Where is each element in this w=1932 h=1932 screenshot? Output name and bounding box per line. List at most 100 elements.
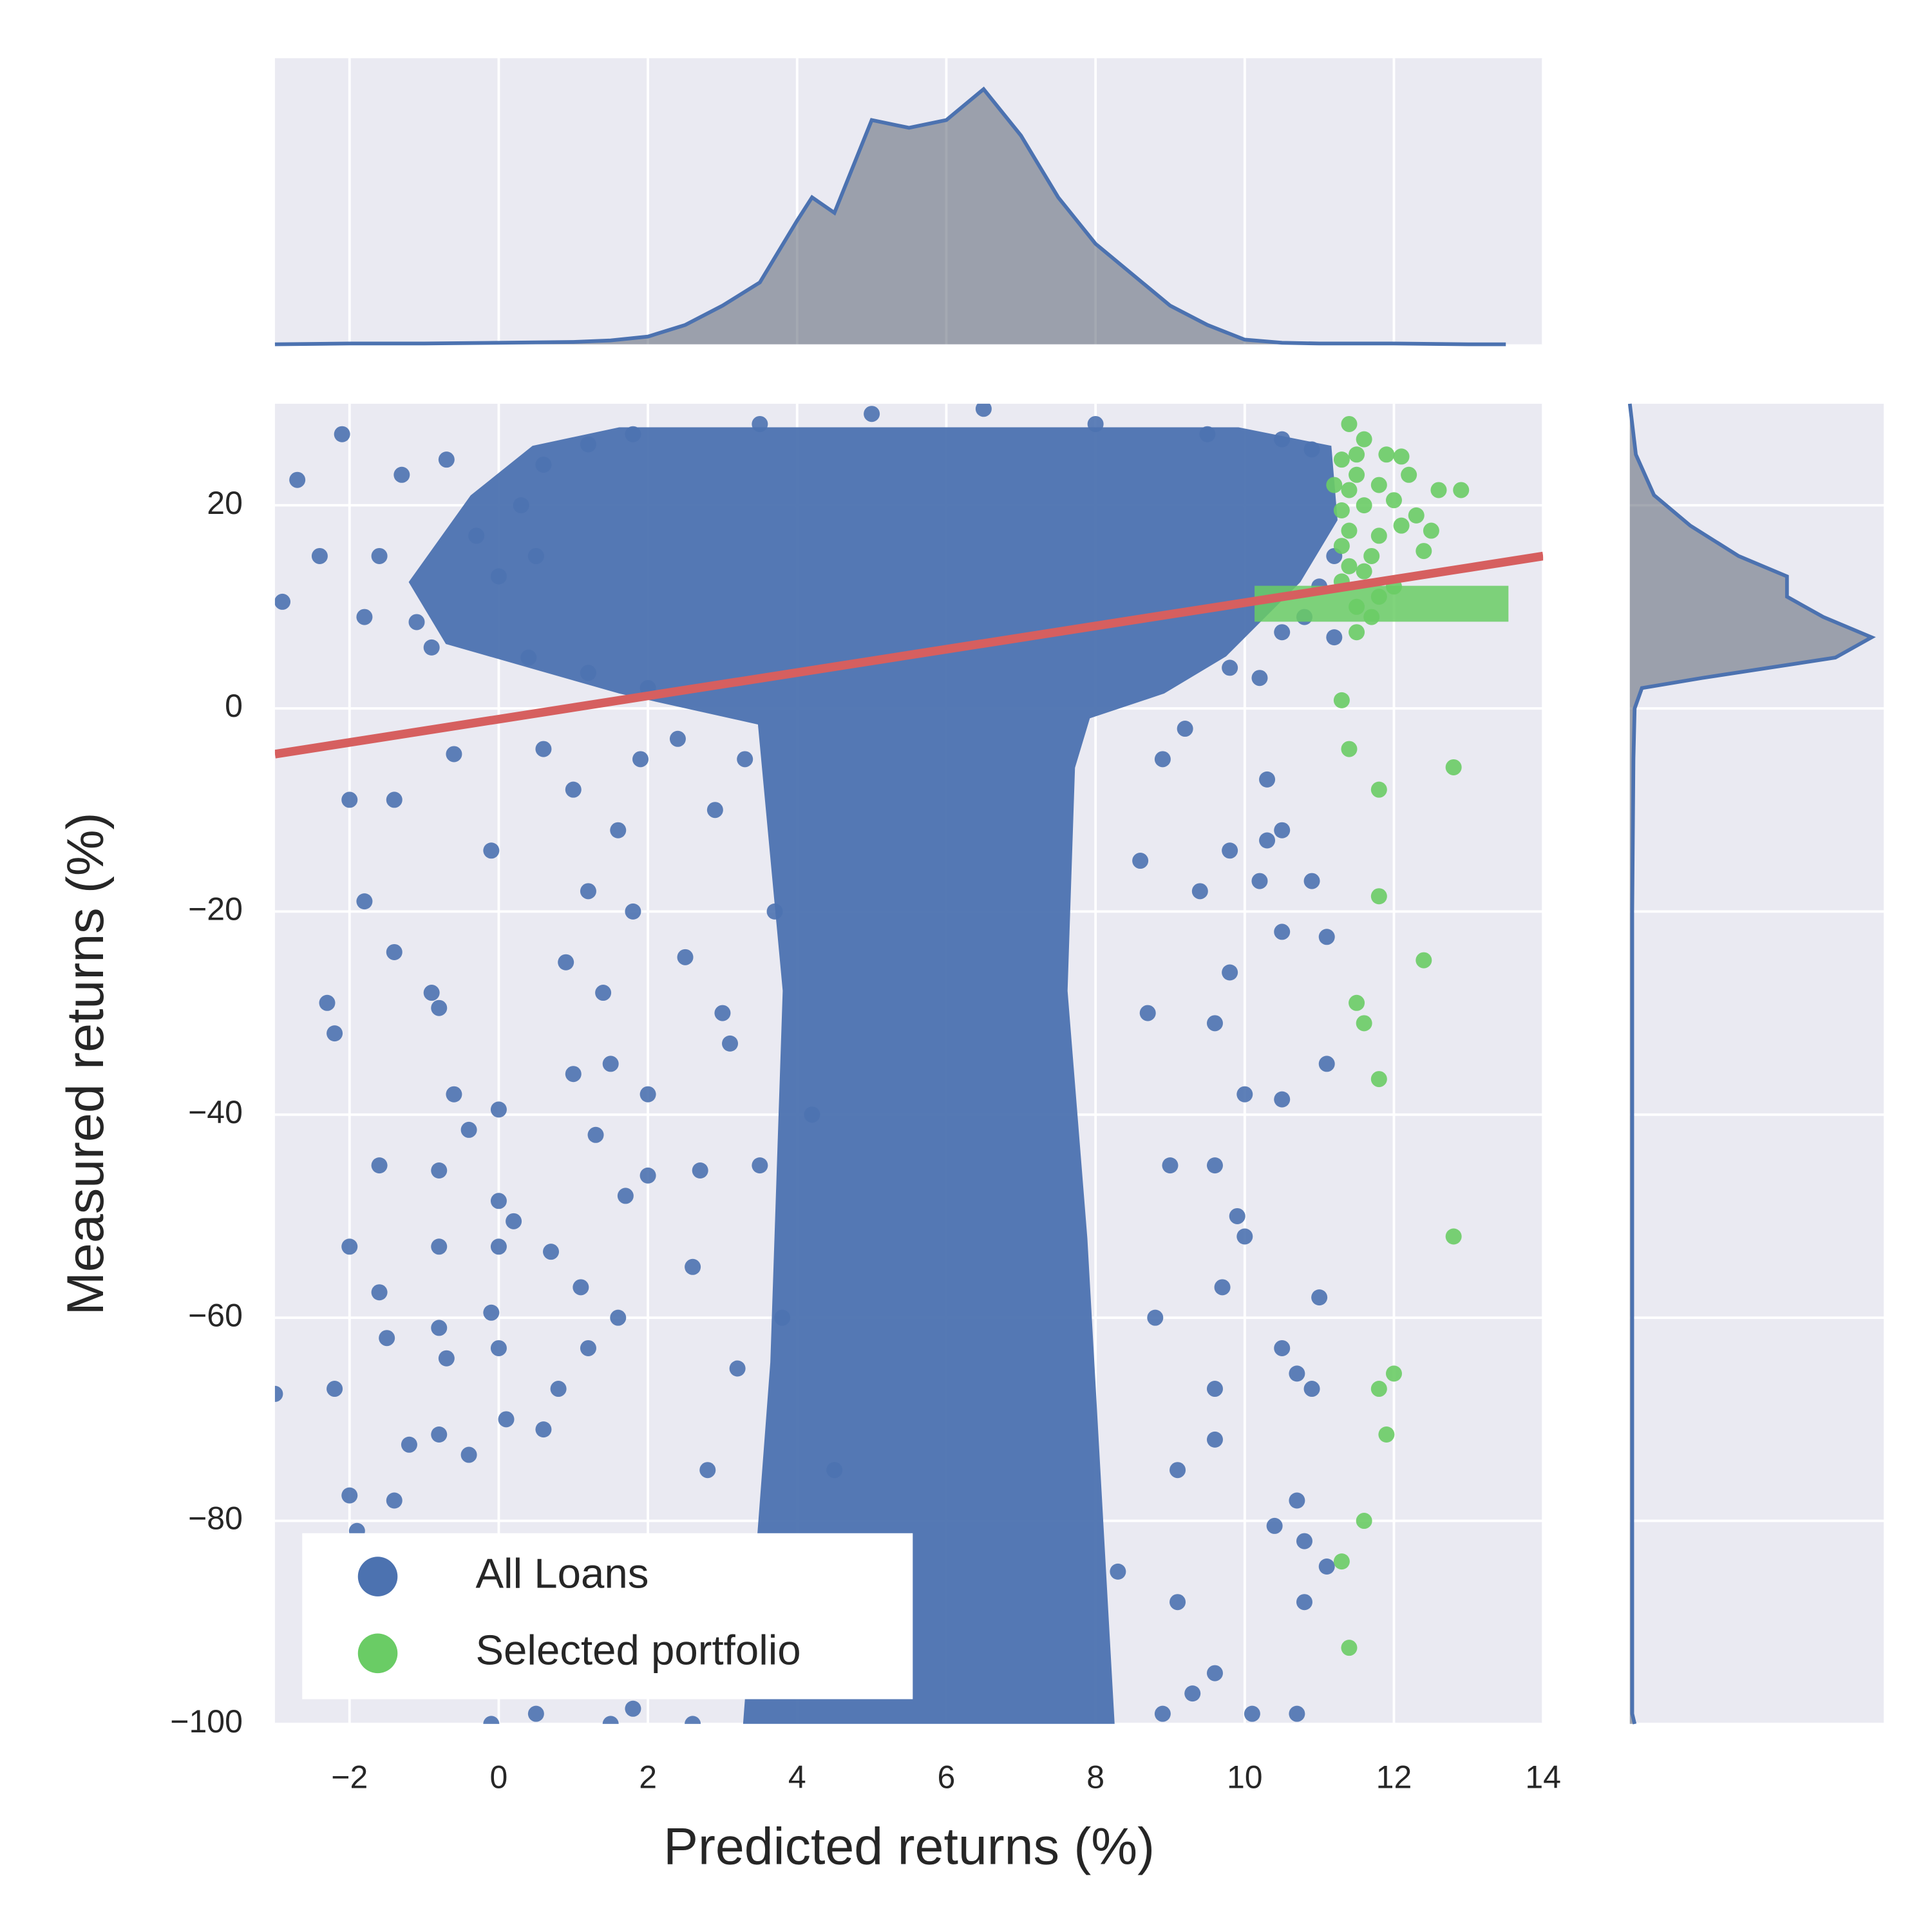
point xyxy=(1341,522,1358,539)
point xyxy=(729,1360,746,1377)
point xyxy=(1453,482,1470,498)
point xyxy=(1370,527,1387,544)
point xyxy=(498,1411,515,1428)
point xyxy=(864,406,880,422)
point xyxy=(685,1258,701,1275)
point xyxy=(1274,923,1291,940)
point xyxy=(602,1056,619,1072)
point xyxy=(669,730,686,747)
point xyxy=(1303,441,1320,458)
point xyxy=(356,609,373,625)
point xyxy=(1401,466,1417,483)
point xyxy=(1333,538,1350,554)
point xyxy=(625,426,641,442)
point xyxy=(327,1025,343,1042)
point xyxy=(1326,629,1343,646)
x-tick-label: 6 xyxy=(938,1759,956,1795)
point xyxy=(1318,929,1335,945)
point xyxy=(1236,1086,1253,1103)
point xyxy=(1296,1533,1312,1549)
point xyxy=(1333,502,1350,518)
y-tick-label: −60 xyxy=(188,1297,243,1333)
point xyxy=(1445,1228,1462,1245)
point xyxy=(1341,558,1358,574)
point xyxy=(610,822,627,838)
point xyxy=(1251,873,1268,889)
right-histogram-area xyxy=(1629,403,1872,1724)
point xyxy=(506,1213,522,1229)
point xyxy=(431,1426,448,1443)
point xyxy=(401,1436,417,1453)
point xyxy=(274,593,291,610)
point xyxy=(826,1462,843,1479)
point xyxy=(535,457,552,473)
point xyxy=(1289,1365,1305,1382)
point xyxy=(1370,1381,1387,1397)
point xyxy=(1251,670,1268,687)
x-tick-label: 8 xyxy=(1086,1759,1104,1795)
x-tick-label: 10 xyxy=(1227,1759,1263,1795)
top-histogram-area xyxy=(274,89,1506,345)
point xyxy=(632,751,649,768)
point xyxy=(274,1385,283,1402)
point xyxy=(1162,1157,1179,1174)
point xyxy=(1356,1015,1372,1032)
point xyxy=(1147,1309,1164,1326)
point xyxy=(1177,721,1193,737)
point xyxy=(1445,759,1462,775)
point xyxy=(1318,1056,1335,1072)
point xyxy=(371,1284,388,1301)
point xyxy=(1199,426,1216,442)
x-tick-label: 0 xyxy=(490,1759,508,1795)
point xyxy=(1229,1208,1245,1224)
point xyxy=(1206,1015,1223,1032)
point xyxy=(625,1700,641,1717)
point xyxy=(1341,415,1358,432)
point xyxy=(1416,952,1432,969)
y-tick-label: −80 xyxy=(188,1501,243,1537)
point xyxy=(595,985,612,1001)
point xyxy=(1222,842,1238,859)
legend-marker xyxy=(357,1633,398,1674)
point xyxy=(677,949,694,965)
point xyxy=(706,802,723,819)
point xyxy=(722,1035,739,1052)
point xyxy=(483,1304,500,1321)
point xyxy=(602,1716,619,1724)
point xyxy=(483,842,500,859)
point xyxy=(587,1126,604,1143)
point xyxy=(1259,771,1276,788)
point xyxy=(431,1162,448,1179)
point xyxy=(1191,883,1208,900)
point xyxy=(580,883,596,900)
point xyxy=(520,649,537,666)
point xyxy=(438,451,455,468)
point xyxy=(1326,477,1343,493)
point xyxy=(423,985,440,1001)
point xyxy=(1385,1365,1402,1382)
point xyxy=(1356,431,1372,448)
point xyxy=(319,994,336,1011)
point xyxy=(483,1716,500,1724)
point xyxy=(580,436,596,453)
point xyxy=(1393,517,1410,534)
point xyxy=(1430,482,1447,498)
point xyxy=(1154,751,1171,768)
point xyxy=(1341,482,1358,498)
point xyxy=(543,1244,560,1260)
point xyxy=(1222,659,1238,676)
point xyxy=(379,1330,395,1347)
point xyxy=(527,1705,544,1722)
point xyxy=(610,1309,627,1326)
point xyxy=(573,1279,589,1296)
point xyxy=(1206,1665,1223,1681)
top-density-line xyxy=(274,86,1506,346)
point xyxy=(1356,497,1372,514)
point xyxy=(1333,1553,1350,1570)
point xyxy=(1333,451,1350,468)
point xyxy=(1274,822,1291,838)
point xyxy=(1423,522,1439,539)
point xyxy=(1378,1426,1395,1443)
point xyxy=(617,1188,634,1204)
